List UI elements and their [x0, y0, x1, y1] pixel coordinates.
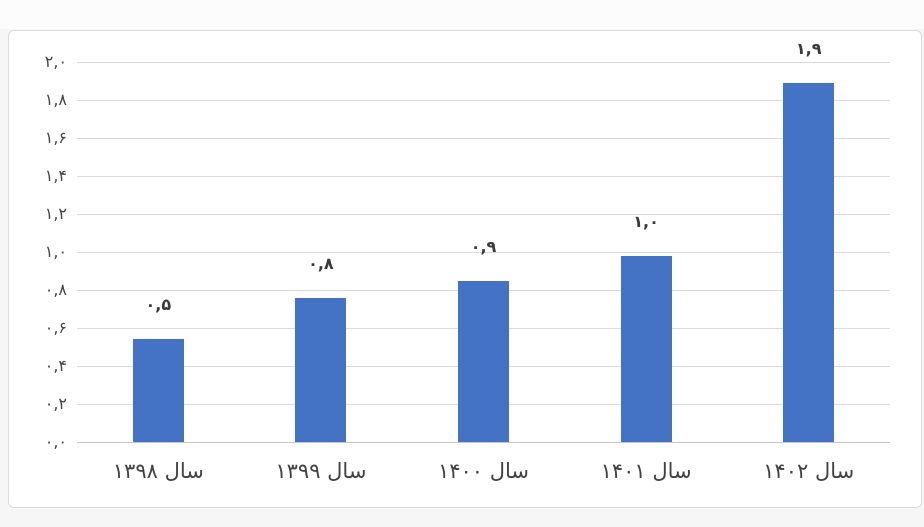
y-tick-label: ۱,۶: [44, 128, 67, 147]
category-label: سال ۱۳۹۹: [275, 459, 367, 483]
data-label: ۰,۵: [145, 295, 172, 315]
category-label: سال ۱۴۰۱: [600, 459, 692, 483]
bar[interactable]: [620, 255, 672, 442]
y-tick-label: ۰,۲: [44, 394, 67, 413]
category-label: سال ۱۴۰۰: [437, 459, 530, 483]
data-label: ۰,۹: [470, 236, 497, 256]
data-label: ۰,۸: [308, 253, 334, 273]
gridline: [77, 62, 890, 63]
y-axis: ۰,۰ ۰,۲ ۰,۴ ۰,۶ ۰,۸ ۱,۰ ۱,۲ ۱,۴ ۱,۶ ۱,۸ ۲,۰: [9, 31, 67, 509]
gridline: [77, 100, 890, 101]
plot-area: ۰,۵ سال ۱۳۹۸ ۰,۸ سال ۱۳۹۹ ۰,۹ سال ۱۴۰۰ ۱,۰ سال …: [77, 39, 890, 483]
bar[interactable]: [458, 280, 509, 442]
chart-panel[interactable]: ۰,۰ ۰,۲ ۰,۴ ۰,۶ ۰,۸ ۱,۰ ۱,۲ ۱,۴ ۱,۶ ۱,۸ ۲,۰ ۰,۵ سال…: [8, 30, 922, 508]
y-tick-label: ۱,۴: [44, 166, 67, 185]
category-label: سال ۱۴۰۲: [763, 459, 855, 483]
gridline: [77, 214, 890, 215]
bar[interactable]: [295, 297, 347, 442]
y-tick-label: ۰,۰: [44, 432, 67, 451]
y-tick-label: ۱,۰: [44, 242, 67, 261]
category-label: سال ۱۳۹۸: [112, 459, 204, 483]
bar[interactable]: [132, 339, 184, 442]
y-tick-label: ۲,۰: [44, 52, 67, 71]
y-tick-label: ۰,۴: [44, 356, 67, 375]
data-label: ۱,۹: [795, 38, 822, 58]
bar[interactable]: [783, 82, 835, 442]
x-axis-line: [77, 442, 890, 443]
data-label: ۱,۰: [633, 211, 659, 231]
gridline: [77, 138, 890, 139]
gridline: [77, 252, 890, 253]
y-tick-label: ۱,۲: [44, 204, 67, 223]
y-tick-label: ۰,۶: [44, 318, 67, 337]
gridline: [77, 176, 890, 177]
y-tick-label: ۱,۸: [44, 90, 67, 109]
y-tick-label: ۰,۸: [44, 280, 67, 299]
